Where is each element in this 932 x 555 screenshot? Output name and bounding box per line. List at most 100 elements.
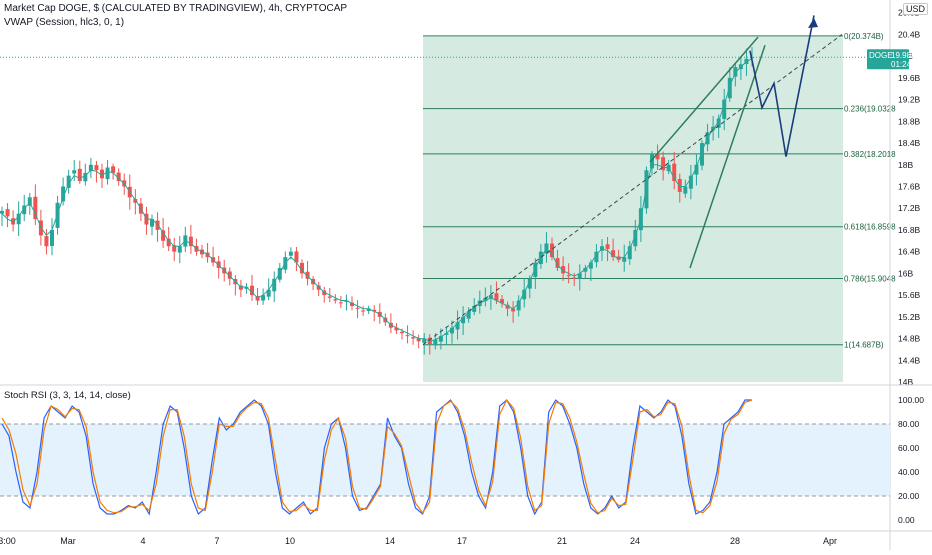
candle-body bbox=[644, 170, 649, 209]
candle-body bbox=[5, 209, 10, 217]
time-tick-label: 4 bbox=[140, 536, 145, 546]
price-tick-label: 15.2B bbox=[898, 312, 921, 322]
time-tick-label: 3:00 bbox=[0, 536, 16, 546]
candle-body bbox=[16, 213, 21, 225]
candle-body bbox=[605, 244, 610, 249]
candle-body bbox=[288, 251, 293, 256]
candle-body bbox=[33, 196, 38, 220]
price-tick-label: 18.4B bbox=[898, 138, 921, 148]
candle-body bbox=[305, 271, 310, 279]
candle-body bbox=[466, 311, 471, 319]
price-tick-label: 17.2B bbox=[898, 203, 921, 213]
candle-body bbox=[66, 175, 71, 188]
price-badge-symbol: DOGE bbox=[869, 51, 893, 60]
candle-body bbox=[694, 164, 699, 175]
candle-body bbox=[366, 308, 371, 311]
candle-body bbox=[555, 258, 560, 268]
wedge-upper bbox=[649, 36, 759, 163]
price-badge bbox=[867, 49, 909, 70]
candle-body bbox=[100, 169, 104, 179]
vwap-line bbox=[1, 58, 753, 342]
fib-level-label: 0.618(16.8598 bbox=[844, 223, 896, 232]
rsi-tick-label: 100.00 bbox=[898, 395, 924, 405]
candle-body bbox=[250, 285, 254, 296]
candle-body bbox=[577, 273, 582, 279]
price-tick-label: 14.4B bbox=[898, 355, 921, 365]
rsi-series-d bbox=[1, 398, 753, 514]
price-tick-label: 16.8B bbox=[898, 225, 921, 235]
candle-body bbox=[672, 163, 677, 182]
candle-body bbox=[227, 271, 232, 279]
candle-body bbox=[561, 266, 566, 274]
candle-body bbox=[727, 77, 732, 99]
fib-zone bbox=[423, 35, 843, 383]
candle-body bbox=[394, 327, 399, 331]
candle-body bbox=[300, 262, 304, 274]
candle-body bbox=[438, 335, 443, 342]
candle-body bbox=[677, 179, 682, 192]
candle-body bbox=[566, 275, 571, 277]
time-tick-label: 24 bbox=[630, 536, 640, 546]
candle-body bbox=[150, 219, 154, 227]
rsi-band bbox=[0, 424, 890, 496]
rsi-tick-label: 80.00 bbox=[898, 419, 920, 429]
candle-body bbox=[683, 186, 688, 194]
candle-body bbox=[372, 309, 377, 312]
price-tick-label: 18B bbox=[898, 160, 913, 170]
arrow-head bbox=[808, 18, 818, 28]
candle-body bbox=[461, 316, 466, 324]
candle-body bbox=[450, 327, 454, 334]
price-badge-countdown: 01:24 bbox=[891, 60, 912, 69]
candle-body bbox=[61, 186, 66, 202]
candle-body bbox=[716, 118, 721, 128]
candle-body bbox=[244, 286, 249, 289]
chart-title: Market Cap DOGE, $ (CALCULATED BY TRADIN… bbox=[4, 3, 348, 14]
candle-body bbox=[661, 157, 666, 171]
rsi-tick-label: 40.00 bbox=[898, 467, 920, 477]
candle-body bbox=[700, 143, 704, 166]
candle-body bbox=[0, 210, 4, 214]
candle-body bbox=[588, 262, 593, 269]
rsi-series-k bbox=[1, 399, 752, 516]
candle-body bbox=[500, 299, 504, 304]
candle-body bbox=[172, 245, 177, 252]
candle-body bbox=[238, 285, 243, 290]
candle-body bbox=[55, 202, 60, 228]
candle-body bbox=[611, 250, 616, 258]
candle-body bbox=[116, 172, 121, 182]
candle-body bbox=[550, 243, 554, 258]
candle-body bbox=[83, 172, 88, 182]
candle-body bbox=[522, 289, 527, 300]
candle-body bbox=[333, 299, 338, 301]
candle-body bbox=[483, 297, 488, 302]
price-tick-label: 14B bbox=[898, 377, 913, 387]
candle-body bbox=[261, 295, 266, 301]
candle-body bbox=[527, 278, 532, 289]
candle-body bbox=[655, 154, 660, 160]
candle-body bbox=[583, 267, 588, 272]
candle-body bbox=[161, 230, 166, 241]
rsi-tick-label: 60.00 bbox=[898, 443, 920, 453]
price-tick-label: 14.8B bbox=[898, 334, 921, 344]
candle-body bbox=[433, 339, 438, 346]
candle-body bbox=[27, 197, 32, 206]
price-tick-label: 15.6B bbox=[898, 290, 921, 300]
candle-body bbox=[455, 322, 460, 330]
candle-body bbox=[722, 99, 727, 119]
candle-body bbox=[405, 335, 410, 337]
candle-body bbox=[488, 295, 493, 299]
candle-body bbox=[338, 302, 343, 304]
time-tick-label: Apr bbox=[823, 536, 837, 546]
rsi-title: Stoch RSI (3, 3, 14, 14, close) bbox=[4, 390, 131, 401]
candle-body bbox=[344, 300, 349, 302]
currency-button[interactable]: USD bbox=[903, 3, 929, 15]
candle-body bbox=[188, 236, 193, 247]
candle-body bbox=[444, 333, 449, 335]
candle-body bbox=[361, 310, 366, 312]
wedge-lower bbox=[689, 45, 766, 269]
fib-level-label: 0(20.374B) bbox=[844, 32, 884, 41]
candle-body bbox=[572, 277, 577, 279]
rsi-tick-label: 0.00 bbox=[898, 515, 915, 525]
